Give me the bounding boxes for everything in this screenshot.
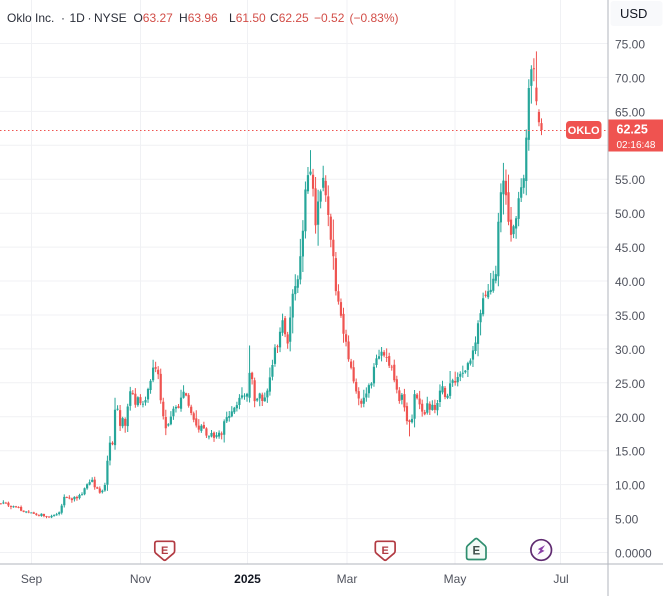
svg-text:·: · bbox=[61, 11, 65, 25]
svg-text:70.00: 70.00 bbox=[615, 71, 645, 85]
svg-text:63.27: 63.27 bbox=[143, 11, 173, 25]
svg-text:62.25: 62.25 bbox=[279, 11, 309, 25]
svg-text:E: E bbox=[472, 545, 480, 557]
svg-text:1D: 1D bbox=[70, 11, 86, 25]
svg-text:·: · bbox=[88, 11, 92, 25]
svg-text:NYSE: NYSE bbox=[94, 11, 127, 25]
svg-text:65.00: 65.00 bbox=[615, 105, 645, 119]
svg-text:50.00: 50.00 bbox=[615, 207, 645, 221]
svg-text:2025: 2025 bbox=[234, 572, 261, 586]
svg-text:25.00: 25.00 bbox=[615, 377, 645, 391]
svg-text:0.0000: 0.0000 bbox=[615, 547, 652, 561]
svg-text:L: L bbox=[229, 11, 236, 25]
svg-text:5.00: 5.00 bbox=[615, 513, 639, 527]
svg-text:O: O bbox=[134, 11, 143, 25]
svg-text:Oklo Inc.: Oklo Inc. bbox=[7, 11, 54, 25]
svg-text:E: E bbox=[382, 545, 389, 557]
svg-text:75.00: 75.00 bbox=[615, 38, 645, 52]
svg-text:Jul: Jul bbox=[553, 572, 568, 586]
svg-text:Sep: Sep bbox=[21, 572, 43, 586]
svg-text:OKLO: OKLO bbox=[568, 125, 600, 137]
svg-text:H: H bbox=[179, 11, 188, 25]
svg-text:USD: USD bbox=[620, 6, 647, 21]
svg-text:63.96: 63.96 bbox=[188, 11, 218, 25]
svg-text:30.00: 30.00 bbox=[615, 343, 645, 357]
svg-text:55.00: 55.00 bbox=[615, 173, 645, 187]
svg-text:35.00: 35.00 bbox=[615, 309, 645, 323]
svg-text:10.00: 10.00 bbox=[615, 479, 645, 493]
svg-text:Nov: Nov bbox=[130, 572, 151, 586]
svg-text:40.00: 40.00 bbox=[615, 275, 645, 289]
svg-text:May: May bbox=[444, 572, 467, 586]
svg-text:62.25: 62.25 bbox=[617, 123, 648, 137]
svg-text:(−0.83%): (−0.83%) bbox=[350, 11, 399, 25]
svg-text:15.00: 15.00 bbox=[615, 445, 645, 459]
svg-text:02:16:48: 02:16:48 bbox=[617, 140, 656, 151]
svg-text:Mar: Mar bbox=[337, 572, 358, 586]
svg-text:C: C bbox=[270, 11, 279, 25]
svg-text:20.00: 20.00 bbox=[615, 411, 645, 425]
svg-text:−0.52: −0.52 bbox=[314, 11, 345, 25]
svg-text:45.00: 45.00 bbox=[615, 241, 645, 255]
svg-text:61.50: 61.50 bbox=[236, 11, 266, 25]
svg-text:E: E bbox=[161, 545, 168, 557]
